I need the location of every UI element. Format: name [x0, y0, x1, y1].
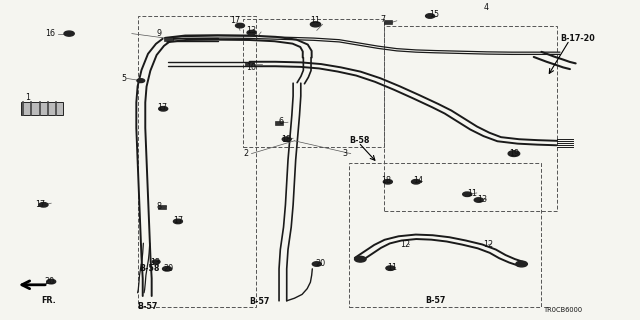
Circle shape [312, 262, 321, 266]
Text: 13: 13 [150, 258, 161, 267]
Text: 13: 13 [477, 196, 487, 204]
Circle shape [64, 31, 74, 36]
Text: 3: 3 [342, 149, 348, 158]
Text: 7: 7 [381, 15, 386, 24]
Text: B-57: B-57 [250, 297, 270, 306]
Text: 12: 12 [483, 240, 493, 249]
Text: 11: 11 [310, 16, 321, 25]
Circle shape [163, 267, 172, 271]
Bar [21, 102, 63, 115]
Bar [243, 19, 384, 147]
Bar [157, 205, 166, 210]
Circle shape [516, 261, 527, 267]
Text: 19: 19 [509, 149, 519, 158]
Bar [245, 62, 254, 66]
Bar [384, 26, 557, 211]
Text: B-17-20: B-17-20 [560, 34, 595, 43]
Circle shape [463, 192, 472, 196]
Text: 9: 9 [157, 29, 162, 38]
Text: 20: 20 [315, 260, 325, 268]
Text: 16: 16 [45, 29, 55, 38]
Circle shape [247, 30, 256, 35]
Text: 20: 20 [163, 264, 173, 273]
Circle shape [39, 203, 48, 207]
Text: 17: 17 [157, 103, 167, 112]
Text: 4: 4 [483, 4, 488, 12]
Bar [164, 37, 173, 41]
Circle shape [474, 198, 483, 202]
Circle shape [508, 151, 520, 156]
Text: 17: 17 [230, 16, 241, 25]
Circle shape [159, 107, 168, 111]
Text: 18: 18 [282, 135, 292, 144]
Circle shape [173, 219, 182, 224]
Circle shape [412, 180, 420, 184]
Text: TR0CB6000: TR0CB6000 [544, 308, 583, 313]
Bar [138, 16, 256, 307]
Text: 17: 17 [173, 216, 183, 225]
Text: 8: 8 [157, 202, 162, 211]
Circle shape [47, 279, 56, 284]
Text: 2: 2 [243, 149, 248, 158]
Text: B-57: B-57 [426, 296, 446, 305]
Text: B-58: B-58 [349, 136, 369, 145]
Circle shape [282, 137, 291, 141]
Circle shape [426, 14, 435, 18]
Text: 1: 1 [26, 93, 31, 102]
Circle shape [383, 180, 392, 184]
Text: 11: 11 [467, 189, 477, 198]
Circle shape [355, 256, 366, 262]
Circle shape [137, 79, 145, 83]
Circle shape [236, 23, 244, 28]
Text: 11: 11 [387, 263, 397, 272]
Text: 12: 12 [400, 240, 410, 249]
Text: 10: 10 [246, 63, 257, 72]
Text: 13: 13 [246, 26, 257, 35]
Text: 5: 5 [122, 74, 127, 83]
Bar [349, 163, 541, 307]
Circle shape [152, 260, 160, 264]
Bar [384, 20, 392, 24]
Text: B-57: B-57 [138, 302, 158, 311]
Circle shape [310, 22, 321, 27]
Circle shape [386, 266, 395, 270]
Text: 6: 6 [278, 117, 284, 126]
Text: FR.: FR. [42, 296, 56, 305]
Text: 20: 20 [45, 277, 55, 286]
Text: B-58: B-58 [140, 264, 160, 273]
Text: 18: 18 [381, 176, 391, 185]
Text: 14: 14 [413, 176, 423, 185]
Text: 15: 15 [429, 10, 439, 19]
Text: 17: 17 [35, 200, 45, 209]
Bar [275, 121, 283, 125]
